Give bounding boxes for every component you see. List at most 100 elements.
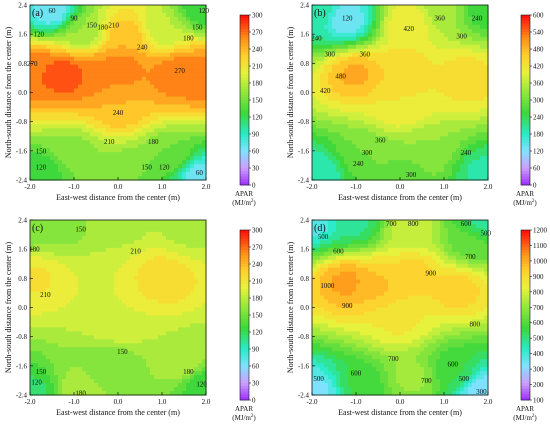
contour-cell: [336, 132, 341, 137]
contour-cell: [102, 367, 107, 372]
contour-cell: [158, 152, 163, 157]
contour-cell: [158, 100, 163, 106]
contour-cell: [62, 20, 67, 26]
contour-cell: [58, 383, 63, 388]
contour-cell: [82, 267, 87, 273]
contour-cell: [380, 168, 385, 173]
contour-cell: [166, 100, 171, 106]
contour-cell: [352, 44, 357, 50]
contour-cell: [432, 160, 437, 165]
contour-cell: [348, 164, 353, 169]
contour-cell: [352, 96, 357, 102]
colorbar-swatch: [240, 23, 249, 27]
contour-cell: [30, 144, 35, 149]
contour-cell: [170, 16, 175, 22]
contour-cell: [138, 148, 143, 153]
contour-cell: [130, 120, 135, 125]
contour-cell: [50, 116, 55, 121]
contour-cell: [46, 351, 51, 356]
contour-cell: [66, 335, 71, 340]
contour-cell: [174, 12, 179, 18]
contour-cell: [440, 96, 445, 102]
contour-cell: [74, 28, 79, 34]
contour-cell: [412, 124, 417, 129]
contour-cell: [178, 152, 183, 157]
contour-cell: [110, 172, 115, 177]
contour-cell: [368, 44, 373, 50]
contour-cell: [344, 108, 349, 113]
contour-cell: [70, 259, 75, 265]
contour-cell: [472, 104, 477, 110]
contour-cell: [138, 8, 143, 14]
contour-cell: [98, 379, 103, 384]
contour-cell: [376, 164, 381, 169]
contour-cell: [66, 116, 71, 121]
contour-cell: [74, 379, 79, 384]
contour-cell: [202, 124, 207, 129]
contour-cell: [460, 64, 465, 70]
contour-cell: [392, 76, 397, 82]
contour-cell: [62, 120, 67, 125]
contour-cell: [344, 72, 349, 78]
contour-cell: [472, 144, 477, 149]
contour-cell: [94, 255, 99, 261]
contour-cell: [416, 20, 421, 26]
contour-cell: [412, 140, 417, 145]
contour-cell: [166, 144, 171, 149]
contour-cell: [154, 156, 159, 161]
contour-cell: [472, 96, 477, 102]
contour-cell: [38, 339, 43, 344]
colorbar-swatch: [240, 151, 249, 155]
contour-cell: [94, 347, 99, 352]
contour-cell: [90, 235, 95, 241]
contour-cell: [444, 156, 449, 161]
contour-cell: [336, 60, 341, 66]
contour-cell: [412, 84, 417, 90]
contour-cell: [86, 164, 91, 169]
contour-cell: [368, 12, 373, 18]
contour-cell: [436, 128, 441, 133]
contour-cell: [320, 8, 325, 14]
contour-cell: [90, 108, 95, 113]
contour-cell: [102, 263, 107, 269]
contour-cell: [34, 48, 39, 54]
contour-cell: [122, 48, 127, 54]
contour-cell: [202, 72, 207, 78]
contour-cell: [94, 52, 99, 58]
colorbar-swatch: [521, 29, 530, 33]
contour-cell: [38, 335, 43, 340]
contour-cell: [170, 96, 175, 102]
contour-cell: [412, 64, 417, 70]
contour-cell: [38, 351, 43, 356]
contour-cell: [82, 307, 87, 313]
contour-cell: [464, 24, 469, 30]
contour-cell: [102, 347, 107, 352]
contour-cell: [42, 267, 47, 273]
contour-cell: [182, 152, 187, 157]
contour-cell: [54, 255, 59, 261]
contour-cell: [182, 24, 187, 30]
contour-cell: [198, 12, 203, 18]
contour-cell: [186, 32, 191, 38]
contour-cell: [94, 136, 99, 141]
contour-cell: [46, 339, 51, 344]
contour-cell: [448, 72, 453, 78]
contour-cell: [46, 355, 51, 360]
contour-cell: [38, 220, 43, 225]
contour-cell: [348, 100, 353, 106]
contour-cell: [58, 271, 63, 277]
contour-cell: [42, 287, 47, 293]
contour-cell: [424, 36, 429, 42]
contour-cell: [62, 76, 67, 82]
contour-cell: [332, 160, 337, 165]
contour-cell: [368, 96, 373, 102]
contour-cell: [316, 164, 321, 169]
contour-cell: [468, 176, 473, 181]
contour-cell: [424, 80, 429, 86]
contour-cell: [320, 140, 325, 145]
contour-cell: [54, 387, 59, 392]
contour-cell: [118, 56, 123, 62]
contour-cell: [98, 128, 103, 133]
contour-cell: [42, 303, 47, 309]
contour-cell: [416, 168, 421, 173]
